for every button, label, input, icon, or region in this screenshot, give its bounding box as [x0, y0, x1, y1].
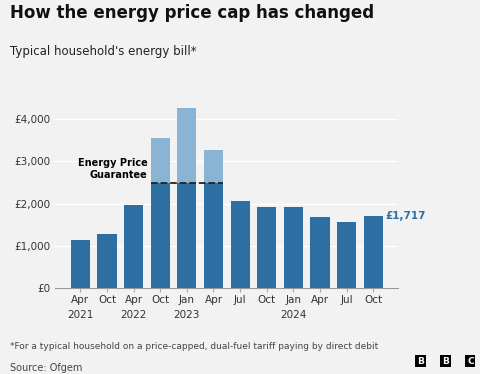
Text: 2021: 2021 [67, 310, 94, 320]
Bar [97, 234, 117, 288]
Bar [177, 183, 196, 288]
Text: B: B [417, 357, 424, 366]
Bar [177, 107, 196, 183]
Text: 2023: 2023 [174, 310, 200, 320]
Text: £1,717: £1,717 [385, 211, 425, 221]
Bar [71, 240, 90, 288]
Text: How the energy price cap has changed: How the energy price cap has changed [10, 4, 374, 22]
Text: B: B [442, 357, 449, 366]
Bar [311, 217, 330, 288]
Bar [284, 207, 303, 288]
Text: Typical household's energy bill*: Typical household's energy bill* [10, 45, 196, 58]
Text: 2024: 2024 [280, 310, 307, 320]
Text: C: C [467, 357, 474, 366]
Bar [204, 150, 223, 183]
Bar [204, 183, 223, 288]
Bar [151, 138, 170, 183]
Bar [337, 222, 356, 288]
Bar [151, 183, 170, 288]
Bar [364, 215, 383, 288]
Bar [257, 207, 276, 288]
Text: 2022: 2022 [120, 310, 147, 320]
Bar [124, 205, 143, 288]
Bar [230, 200, 250, 288]
Text: Energy Price
Guarantee: Energy Price Guarantee [78, 159, 147, 180]
Text: *For a typical household on a price-capped, dual-fuel tariff paying by direct de: *For a typical household on a price-capp… [10, 342, 378, 351]
Text: Source: Ofgem: Source: Ofgem [10, 363, 82, 373]
